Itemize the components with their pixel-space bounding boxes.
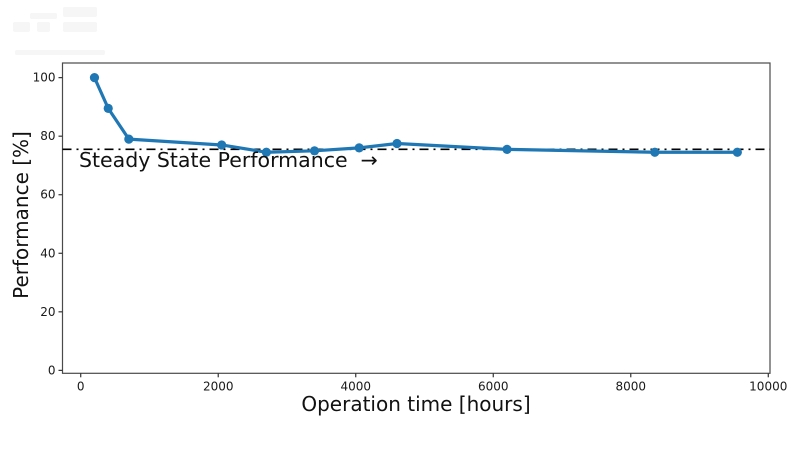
x-tick-label: 2000 [203, 379, 234, 393]
x-tick-label: 4000 [340, 379, 371, 393]
x-tick-label: 8000 [615, 379, 646, 393]
plot-frame [61, 62, 771, 374]
y-tick-label: 20 [40, 305, 55, 319]
x-axis-label: Operation time [hours] [301, 392, 531, 416]
data-point-marker [124, 134, 134, 144]
data-point-marker [217, 140, 227, 150]
data-point-marker [103, 103, 113, 113]
faint-artifact [37, 22, 50, 32]
x-tick-label: 10000 [749, 379, 787, 393]
y-tick-label: 100 [33, 71, 56, 85]
y-axis-label: Performance [%] [9, 131, 33, 299]
x-tick-label: 6000 [478, 379, 509, 393]
y-tick-label: 60 [40, 188, 55, 202]
series-line [92, 76, 739, 154]
faint-artifact [30, 13, 57, 19]
data-point-marker [261, 147, 271, 157]
data-point-marker [502, 144, 512, 154]
steady-state-annotation: Steady State Performance → [79, 148, 378, 172]
data-point-marker [354, 143, 364, 153]
faint-artifact [15, 50, 105, 55]
data-point-marker [392, 138, 402, 149]
data-point-marker [650, 147, 660, 157]
data-point-marker [89, 73, 100, 83]
y-tick-label: 40 [40, 246, 55, 260]
x-tick-label: 0 [77, 379, 85, 393]
y-tick-label: 0 [48, 363, 56, 377]
faint-artifact [63, 7, 97, 17]
data-point-marker [309, 146, 320, 156]
y-tick-label: 80 [40, 129, 55, 143]
faint-artifact [13, 22, 30, 32]
faint-artifact [63, 22, 97, 32]
data-point-marker [732, 147, 742, 157]
